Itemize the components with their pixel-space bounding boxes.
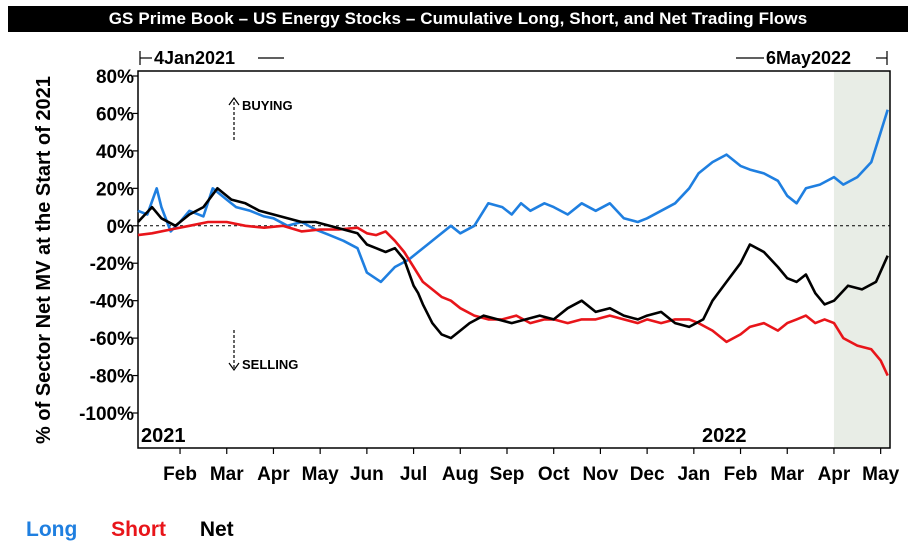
plot-frame bbox=[137, 70, 891, 449]
x-axis: Feb Mar Apr May Jun Jul Aug Sep Oct Nov Dec Jan Feb M… bbox=[163, 448, 900, 485]
x-tick-label: Dec bbox=[630, 464, 665, 485]
x-tick-label: Aug bbox=[442, 464, 479, 485]
year-label-2022: 2022 bbox=[702, 425, 747, 447]
x-tick-label: Apr bbox=[257, 464, 290, 485]
y-tick-label: 40% bbox=[96, 142, 134, 163]
legend-long: Long bbox=[26, 518, 78, 541]
x-tick-label: May bbox=[862, 464, 899, 485]
y-tick-label: 80% bbox=[96, 67, 134, 88]
x-tick-label: Nov bbox=[582, 464, 618, 485]
buying-label: BUYING bbox=[242, 98, 293, 113]
legend-net: Net bbox=[199, 518, 234, 541]
legend: Long Short Net bbox=[26, 518, 262, 542]
selling-annotation: SELLING bbox=[228, 330, 298, 372]
y-tick-label: 20% bbox=[96, 179, 134, 200]
y-tick-label: 0% bbox=[107, 217, 135, 238]
y-axis: 80% 60% 40% 20% 0% -20% -40% -60% -80% -100% bbox=[79, 67, 138, 425]
x-tick-label: Apr bbox=[818, 464, 851, 485]
y-tick-label: -60% bbox=[90, 329, 134, 350]
start-date-marker: 4Jan2021 bbox=[139, 48, 284, 68]
x-tick-label: Mar bbox=[210, 464, 244, 485]
x-tick-label: Sep bbox=[490, 464, 525, 485]
legend-short: Short bbox=[111, 518, 166, 541]
x-tick-label: Feb bbox=[163, 464, 197, 485]
series-line-net bbox=[137, 187, 889, 340]
year-label-2021: 2021 bbox=[141, 425, 186, 447]
y-tick-label: -40% bbox=[90, 292, 134, 313]
selling-label: SELLING bbox=[242, 357, 298, 372]
start-date-label: 4Jan2021 bbox=[154, 48, 235, 68]
x-tick-label: Feb bbox=[724, 464, 758, 485]
y-tick-label: -100% bbox=[79, 404, 134, 425]
x-tick-label: May bbox=[302, 464, 339, 485]
chart-title: GS Prime Book – US Energy Stocks – Cumul… bbox=[8, 6, 908, 32]
y-tick-label: -80% bbox=[90, 367, 134, 388]
buying-annotation: BUYING bbox=[228, 96, 293, 140]
end-date-label: 6May2022 bbox=[766, 48, 851, 68]
y-axis-label: % of Sector Net MV at the Start of 2021 bbox=[33, 76, 55, 444]
x-tick-label: Mar bbox=[770, 464, 804, 485]
y-tick-label: -20% bbox=[90, 254, 134, 275]
x-tick-label: Oct bbox=[538, 464, 570, 485]
y-tick-label: 60% bbox=[96, 104, 134, 125]
end-date-marker: 6May2022 bbox=[736, 48, 888, 68]
series-line-long bbox=[137, 109, 889, 284]
x-tick-label: Jan bbox=[677, 464, 710, 485]
x-tick-label: Jul bbox=[400, 464, 427, 485]
series-lines bbox=[137, 109, 889, 377]
series-line-short bbox=[137, 220, 889, 377]
x-tick-label: Jun bbox=[350, 464, 384, 485]
